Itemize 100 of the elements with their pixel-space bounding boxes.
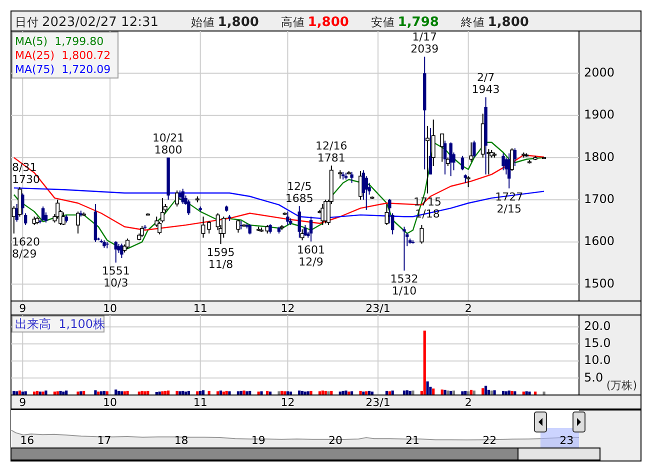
candlestick xyxy=(201,216,206,238)
bar xyxy=(482,388,484,395)
x-tick-label: 20 xyxy=(328,434,342,447)
bar xyxy=(423,330,426,395)
y-tick-label: 1900 xyxy=(584,108,615,122)
candlestick xyxy=(466,176,470,188)
y-tick-label: 2000 xyxy=(584,65,615,80)
annotation: 2/7 1943 xyxy=(472,71,500,96)
candlestick xyxy=(160,198,164,224)
candlestick xyxy=(513,148,517,166)
candlestick xyxy=(304,224,307,237)
text: 1,800 xyxy=(218,15,259,30)
candlestick xyxy=(431,119,436,166)
candlestick xyxy=(350,171,354,184)
candlestick xyxy=(298,206,301,238)
candlestick xyxy=(443,140,447,175)
x-tick-label: 10 xyxy=(103,396,118,409)
x-tick-label: 9 xyxy=(19,396,26,409)
candlestick xyxy=(504,157,508,175)
y-tick-label: 1500 xyxy=(584,276,615,290)
candlestick xyxy=(440,133,444,162)
bar xyxy=(202,390,205,395)
annotation: 1551 10/3 xyxy=(102,264,130,290)
candlestick xyxy=(428,128,432,175)
text: 1,800 xyxy=(488,15,529,30)
text: 始値 xyxy=(190,15,215,29)
text: 1,798 xyxy=(398,15,439,30)
candlestick xyxy=(175,190,180,207)
x-tick-label: 11 xyxy=(193,396,208,409)
candlestick xyxy=(358,170,363,200)
y-tick-label: 1800 xyxy=(584,150,615,164)
candlestick xyxy=(286,211,290,226)
bar xyxy=(493,390,496,395)
annotation: 12/5 1685 xyxy=(285,180,314,206)
text: 2023/02/27 12:31 xyxy=(42,15,159,30)
x-tick-label: 10 xyxy=(103,302,118,315)
x-tick-label: 9 xyxy=(19,302,26,315)
text: MA(5) 1,799.80 xyxy=(15,35,104,48)
x-tick-label: 18 xyxy=(174,434,188,447)
y-tick-label: 15.0 xyxy=(584,336,611,350)
y-tick-label: 1700 xyxy=(584,192,615,206)
x-tick-label: 19 xyxy=(251,434,266,447)
annotation: 1601 12/9 xyxy=(297,244,326,269)
x-tick-label: 12 xyxy=(280,302,295,315)
candlestick xyxy=(300,228,304,241)
bar xyxy=(94,390,97,395)
x-tick-label: 2 xyxy=(464,302,472,315)
candlestick xyxy=(15,203,18,222)
annotation: 1532 1/10 xyxy=(390,272,418,298)
candlestick xyxy=(76,211,80,234)
chart-title: 出来高 1,100株 xyxy=(15,317,105,331)
candlestick xyxy=(21,192,24,216)
candlestick xyxy=(449,142,452,177)
text: 終値 xyxy=(460,15,485,29)
y-tick-label: 10.0 xyxy=(584,353,611,368)
x-tick-label: 12 xyxy=(280,396,295,409)
bar xyxy=(406,390,408,395)
y-tick-label: 5.0 xyxy=(584,370,604,384)
x-tick-label: 11 xyxy=(193,302,208,315)
candlestick xyxy=(207,220,212,234)
x-tick-label: 21 xyxy=(406,434,420,447)
x-tick-label: 23/1 xyxy=(366,302,390,315)
text: MA(25) 1,800.72 xyxy=(15,49,111,62)
candlestick xyxy=(24,212,28,226)
candlestick xyxy=(126,238,130,250)
x-tick-label: 17 xyxy=(97,434,112,447)
y-tick-label: 20.0 xyxy=(584,319,611,334)
annotation: 1/17 2039 xyxy=(410,30,439,56)
candlestick xyxy=(41,206,45,222)
text: 安値 xyxy=(370,15,395,29)
annotation: 1595 11/8 xyxy=(206,246,235,272)
candlestick xyxy=(309,216,313,242)
bar xyxy=(426,381,429,395)
bar xyxy=(432,388,435,395)
text: 1,800 xyxy=(308,15,349,30)
candlestick xyxy=(384,203,389,226)
annotation: 12/16 1781 xyxy=(316,140,348,165)
x-tick-label: 2 xyxy=(464,396,472,409)
y-tick-label: 1600 xyxy=(584,234,615,248)
annotation: 1620 8/29 xyxy=(12,236,40,260)
text: 日付 xyxy=(15,15,39,29)
x-tick-label: 23 xyxy=(560,434,574,447)
bar xyxy=(444,390,446,395)
annotation: 10/21 1800 xyxy=(152,132,184,157)
candlestick xyxy=(402,226,406,272)
candlestick xyxy=(268,224,272,234)
text: MA(75) 1,720.09 xyxy=(15,63,111,76)
y-axis-title: (万株) xyxy=(606,379,637,392)
candlestick xyxy=(420,224,424,244)
candlestick xyxy=(460,155,464,171)
text: 高値 xyxy=(280,15,305,29)
candlestick xyxy=(236,220,240,234)
x-tick-label: 16 xyxy=(20,434,34,447)
candlestick xyxy=(472,140,476,158)
candlestick xyxy=(502,152,505,171)
candlestick xyxy=(187,199,190,216)
candlestick xyxy=(469,142,474,162)
x-tick-label: 23/1 xyxy=(366,396,390,409)
x-tick-label: 22 xyxy=(482,434,497,447)
candlestick xyxy=(248,224,252,235)
